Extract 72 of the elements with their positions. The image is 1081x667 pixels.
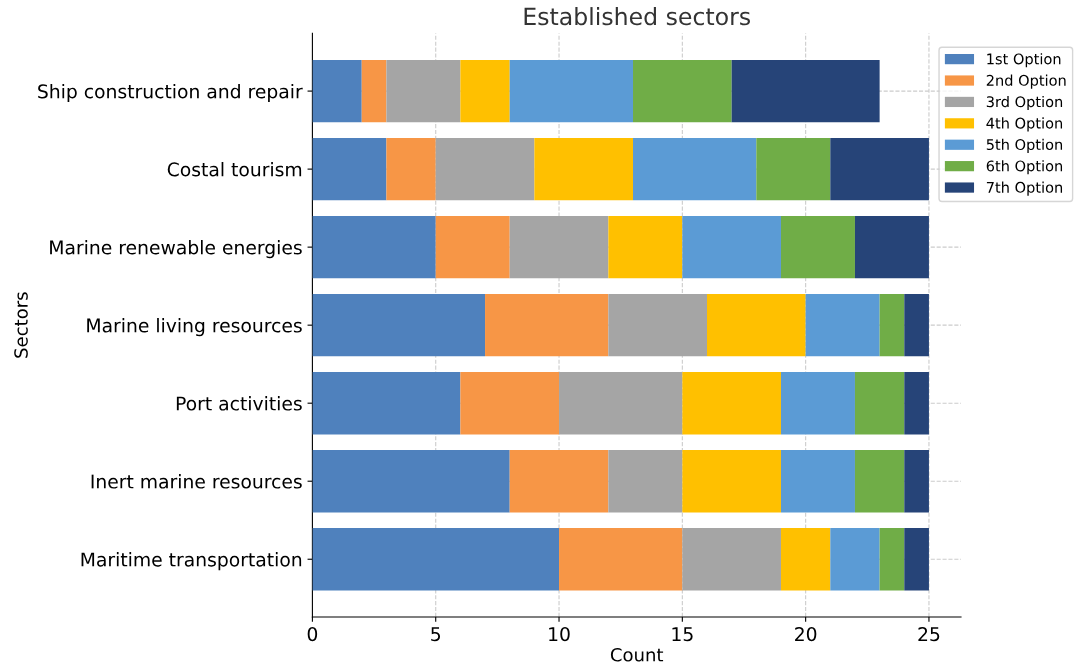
x-axis-title: Count <box>610 647 664 662</box>
bar <box>509 59 634 123</box>
bar <box>559 371 683 435</box>
bar <box>830 137 929 201</box>
bar <box>904 371 929 435</box>
bar <box>805 293 880 357</box>
bar <box>559 528 683 591</box>
bar <box>633 137 757 201</box>
bar <box>509 215 609 279</box>
bar <box>904 293 929 357</box>
y-tick-label: Maritime transportation <box>81 552 302 571</box>
legend-label: 2nd Option <box>986 74 1066 89</box>
bar <box>904 528 929 591</box>
legend-label: 7th Option <box>986 181 1063 196</box>
bar <box>534 137 634 201</box>
bar <box>460 59 510 123</box>
bar <box>879 528 905 591</box>
bar <box>361 59 387 123</box>
bar <box>312 215 436 279</box>
bar <box>435 215 510 279</box>
legend-label: 6th Option <box>986 160 1063 175</box>
x-tick-label: 15 <box>672 627 693 642</box>
x-tick-label: 20 <box>795 627 817 642</box>
bar <box>312 528 560 591</box>
y-tick-label: Marine renewable energies <box>50 240 302 259</box>
bar <box>854 371 905 435</box>
bar <box>731 59 880 123</box>
bar <box>780 528 831 591</box>
y-tick-label: Ship construction and repair <box>38 83 303 103</box>
legend-label: 3rd Option <box>986 95 1063 111</box>
bar <box>854 450 905 513</box>
x-tick-label: 5 <box>431 627 441 642</box>
y-tick-label: Port activities <box>176 396 302 411</box>
bar <box>854 215 929 279</box>
bar <box>780 371 855 435</box>
bar <box>608 450 683 513</box>
x-tick-label: 0 <box>307 627 318 642</box>
y-tick-label: Costal tourism <box>167 161 302 177</box>
bar <box>608 215 683 279</box>
bar <box>312 59 362 123</box>
x-tick-label: 25 <box>918 627 940 642</box>
bar <box>633 59 732 123</box>
bar <box>460 371 560 435</box>
bar <box>879 293 905 357</box>
bar <box>780 450 855 513</box>
bar <box>706 293 806 357</box>
y-tick-label: Marine living resources <box>87 318 302 337</box>
y-tick-label: Inert marine resources <box>91 474 302 489</box>
bar <box>509 450 609 513</box>
bar <box>682 450 781 513</box>
x-tick-label: 10 <box>549 627 570 642</box>
y-axis-title: Sectors <box>14 292 28 358</box>
legend-label: 5th Option <box>986 138 1063 153</box>
bar <box>682 528 781 591</box>
bar <box>608 293 707 357</box>
chart-title: Established sectors <box>524 7 750 26</box>
bar <box>485 293 609 357</box>
bar <box>312 293 486 357</box>
legend-label: 4th Option <box>986 117 1063 132</box>
legend-label: 1st Option <box>987 53 1061 68</box>
bar <box>830 528 880 591</box>
bar <box>435 137 535 201</box>
bar <box>756 137 831 201</box>
bar <box>312 450 510 513</box>
bar <box>386 137 436 201</box>
bar <box>312 371 461 435</box>
bar <box>682 371 781 435</box>
bar <box>904 450 929 513</box>
bar <box>312 137 387 201</box>
bar <box>386 59 461 123</box>
bar <box>682 215 781 279</box>
bar <box>780 215 855 279</box>
